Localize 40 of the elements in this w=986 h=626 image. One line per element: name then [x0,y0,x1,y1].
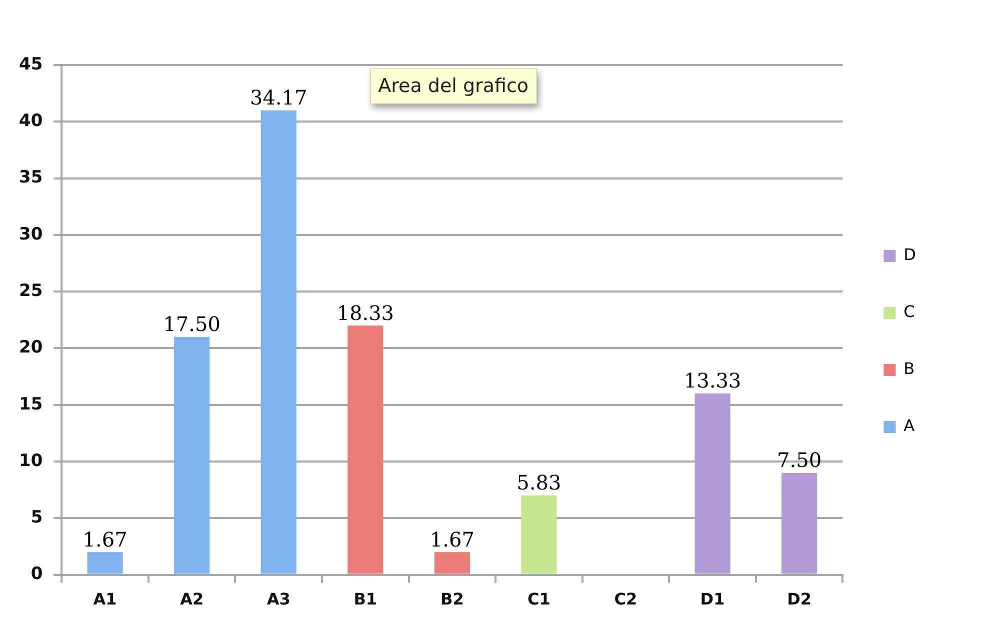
annotation: 18.33 [336,300,394,325]
y-tick-label: 0 [30,564,43,584]
y-tick-label: 35 [18,168,43,188]
y-tick-label: 5 [30,508,43,528]
x-tick-label: B1 [354,590,378,609]
legend-label: D [904,245,916,264]
x-tick-label: A2 [180,590,204,609]
legend-label: A [904,416,915,436]
annotation: 7.50 [777,448,822,472]
annotation: 17.50 [163,312,220,336]
y-tick-label: 15 [18,394,43,414]
annotation: 34.17 [250,86,308,110]
annotation: 5.83 [516,470,562,495]
x-tick-label: C2 [614,590,638,609]
x-tick-label: C1 [528,590,550,609]
annotation: 1.67 [430,527,474,552]
y-tick-label: 10 [18,450,43,471]
y-tick-label: 45 [18,54,43,74]
bar [782,472,818,574]
legend-label: C [904,302,915,322]
x-tick-label: A3 [266,590,290,609]
bar [521,496,557,574]
bar [87,552,123,574]
x-tick-label: A1 [93,590,117,609]
y-tick-label: 25 [18,281,43,301]
y-tick-label: 30 [18,224,43,244]
bar [434,552,470,574]
bar [694,394,730,574]
bar [260,110,296,574]
x-tick-label: B2 [440,590,464,609]
x-tick-label: D2 [787,590,812,609]
x-tick-label: D1 [700,590,725,609]
y-tick-label: 40 [18,111,43,132]
annotation: Area del grafico [370,68,537,104]
annotation: 13.33 [684,368,742,393]
bar [174,336,210,574]
bar [348,326,384,574]
y-tick-label: 20 [18,338,43,358]
annotation: 1.67 [82,527,128,552]
legend-label: B [904,359,915,378]
